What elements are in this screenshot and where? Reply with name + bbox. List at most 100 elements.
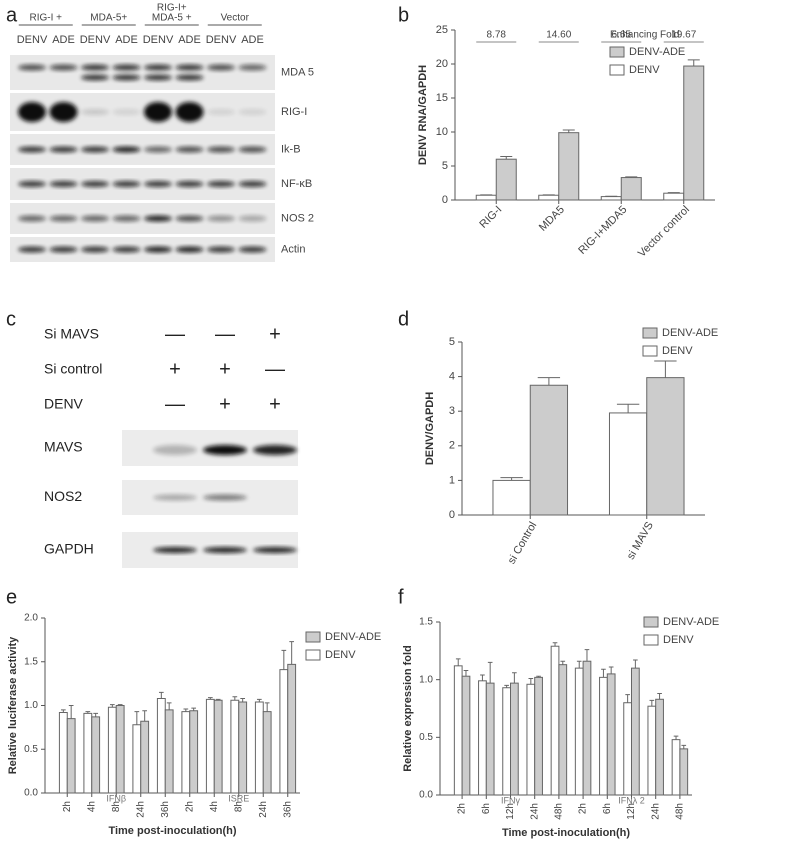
bar <box>205 698 215 794</box>
bar <box>631 667 640 796</box>
lane-label: DENV <box>80 34 111 46</box>
band <box>238 246 267 253</box>
row-label: RIG-I <box>281 106 307 118</box>
y-tick-label: 1 <box>449 474 455 486</box>
band <box>49 64 78 71</box>
band <box>203 445 247 455</box>
lane-label: ADE <box>52 34 75 46</box>
bar <box>623 702 632 796</box>
legend-label: DENV <box>663 634 694 646</box>
y-tick-label: 5 <box>449 336 455 348</box>
group-label: IFNγ <box>501 795 520 805</box>
condition-label: Si control <box>44 361 102 377</box>
group-label: RIG-I + <box>29 13 62 24</box>
band <box>238 64 267 71</box>
band <box>238 215 267 222</box>
x-tick-label: 2h <box>578 803 589 814</box>
condition-state: + <box>269 393 281 415</box>
y-tick-label: 2.0 <box>24 613 38 624</box>
bar <box>58 712 68 794</box>
condition-state: + <box>169 358 181 380</box>
bar <box>453 665 463 796</box>
x-tick-label: 4h <box>209 801 220 812</box>
bar <box>461 675 471 796</box>
bar <box>181 711 191 794</box>
bar <box>107 706 117 794</box>
band <box>112 246 141 253</box>
legend-swatch <box>305 631 321 643</box>
bar <box>475 194 497 201</box>
band <box>144 246 172 253</box>
band <box>203 494 247 501</box>
x-tick-label: 24h <box>258 801 269 818</box>
y-tick-label: 1.0 <box>419 674 433 685</box>
band <box>153 494 197 501</box>
band <box>144 146 172 153</box>
error-bar <box>633 659 638 669</box>
y-tick-label: 1.5 <box>24 656 38 667</box>
error-bar <box>191 707 197 711</box>
error-bar <box>657 693 662 700</box>
band <box>238 146 267 153</box>
x-tick-label: Vector control <box>636 204 692 260</box>
band <box>153 547 197 553</box>
error-bar <box>673 735 679 740</box>
y-tick-label: 0.5 <box>24 744 38 755</box>
bar <box>213 699 223 794</box>
band <box>18 181 46 187</box>
legend-label: DENV <box>662 345 693 357</box>
panel-letter: a <box>6 4 18 26</box>
x-tick-label: RIG-I <box>477 204 504 231</box>
bar <box>646 377 685 516</box>
legend-swatch <box>609 46 625 58</box>
x-tick-label: 24h <box>135 801 146 818</box>
band <box>144 74 172 81</box>
y-tick-label: 15 <box>436 92 448 104</box>
band <box>49 102 78 122</box>
error-bar <box>166 702 172 710</box>
panel-letter: f <box>398 586 404 608</box>
legend-label: DENV <box>629 64 660 76</box>
x-tick-label: 6h <box>602 803 613 814</box>
band <box>112 181 141 187</box>
error-bar <box>281 649 287 670</box>
annotation: 6.65 <box>612 30 632 41</box>
bar <box>262 711 272 794</box>
error-bar <box>560 660 566 665</box>
error-bar <box>463 669 469 677</box>
group-label: ISRE <box>228 793 249 803</box>
x-axis-label: Time post-inoculation(h) <box>108 825 236 837</box>
error-bar <box>289 641 295 665</box>
condition-label: DENV <box>44 396 84 412</box>
x-tick-label: 6h <box>481 803 492 814</box>
error-bar <box>576 660 582 669</box>
error-bar <box>649 699 655 707</box>
error-bar <box>480 674 485 681</box>
bar <box>606 673 616 796</box>
row-label: MAVS <box>44 439 83 455</box>
error-bar <box>500 155 513 160</box>
error-bar <box>687 59 700 67</box>
band <box>49 181 78 187</box>
row-label: NF-κB <box>281 178 312 190</box>
y-tick-label: 0 <box>449 509 455 521</box>
y-tick-label: 0.5 <box>419 732 433 743</box>
error-bar <box>667 192 680 194</box>
bar <box>238 701 248 794</box>
condition-state: — <box>265 358 285 380</box>
y-axis-label: Relative expression fold <box>402 645 414 772</box>
bar <box>478 680 487 796</box>
x-tick-label: si Control <box>506 520 540 566</box>
legend-label: DENV-ADE <box>662 327 718 339</box>
error-bar <box>616 403 640 413</box>
panel-letter: e <box>6 586 17 608</box>
x-tick-label: 2h <box>62 801 73 812</box>
condition-label: Si MAVS <box>44 326 99 342</box>
row-label: GAPDH <box>44 541 94 557</box>
band <box>207 181 235 187</box>
legend-label: DENV <box>325 649 356 661</box>
band <box>207 146 235 153</box>
band <box>207 215 235 222</box>
band <box>207 246 235 253</box>
legend-label: DENV-ADE <box>663 616 719 628</box>
